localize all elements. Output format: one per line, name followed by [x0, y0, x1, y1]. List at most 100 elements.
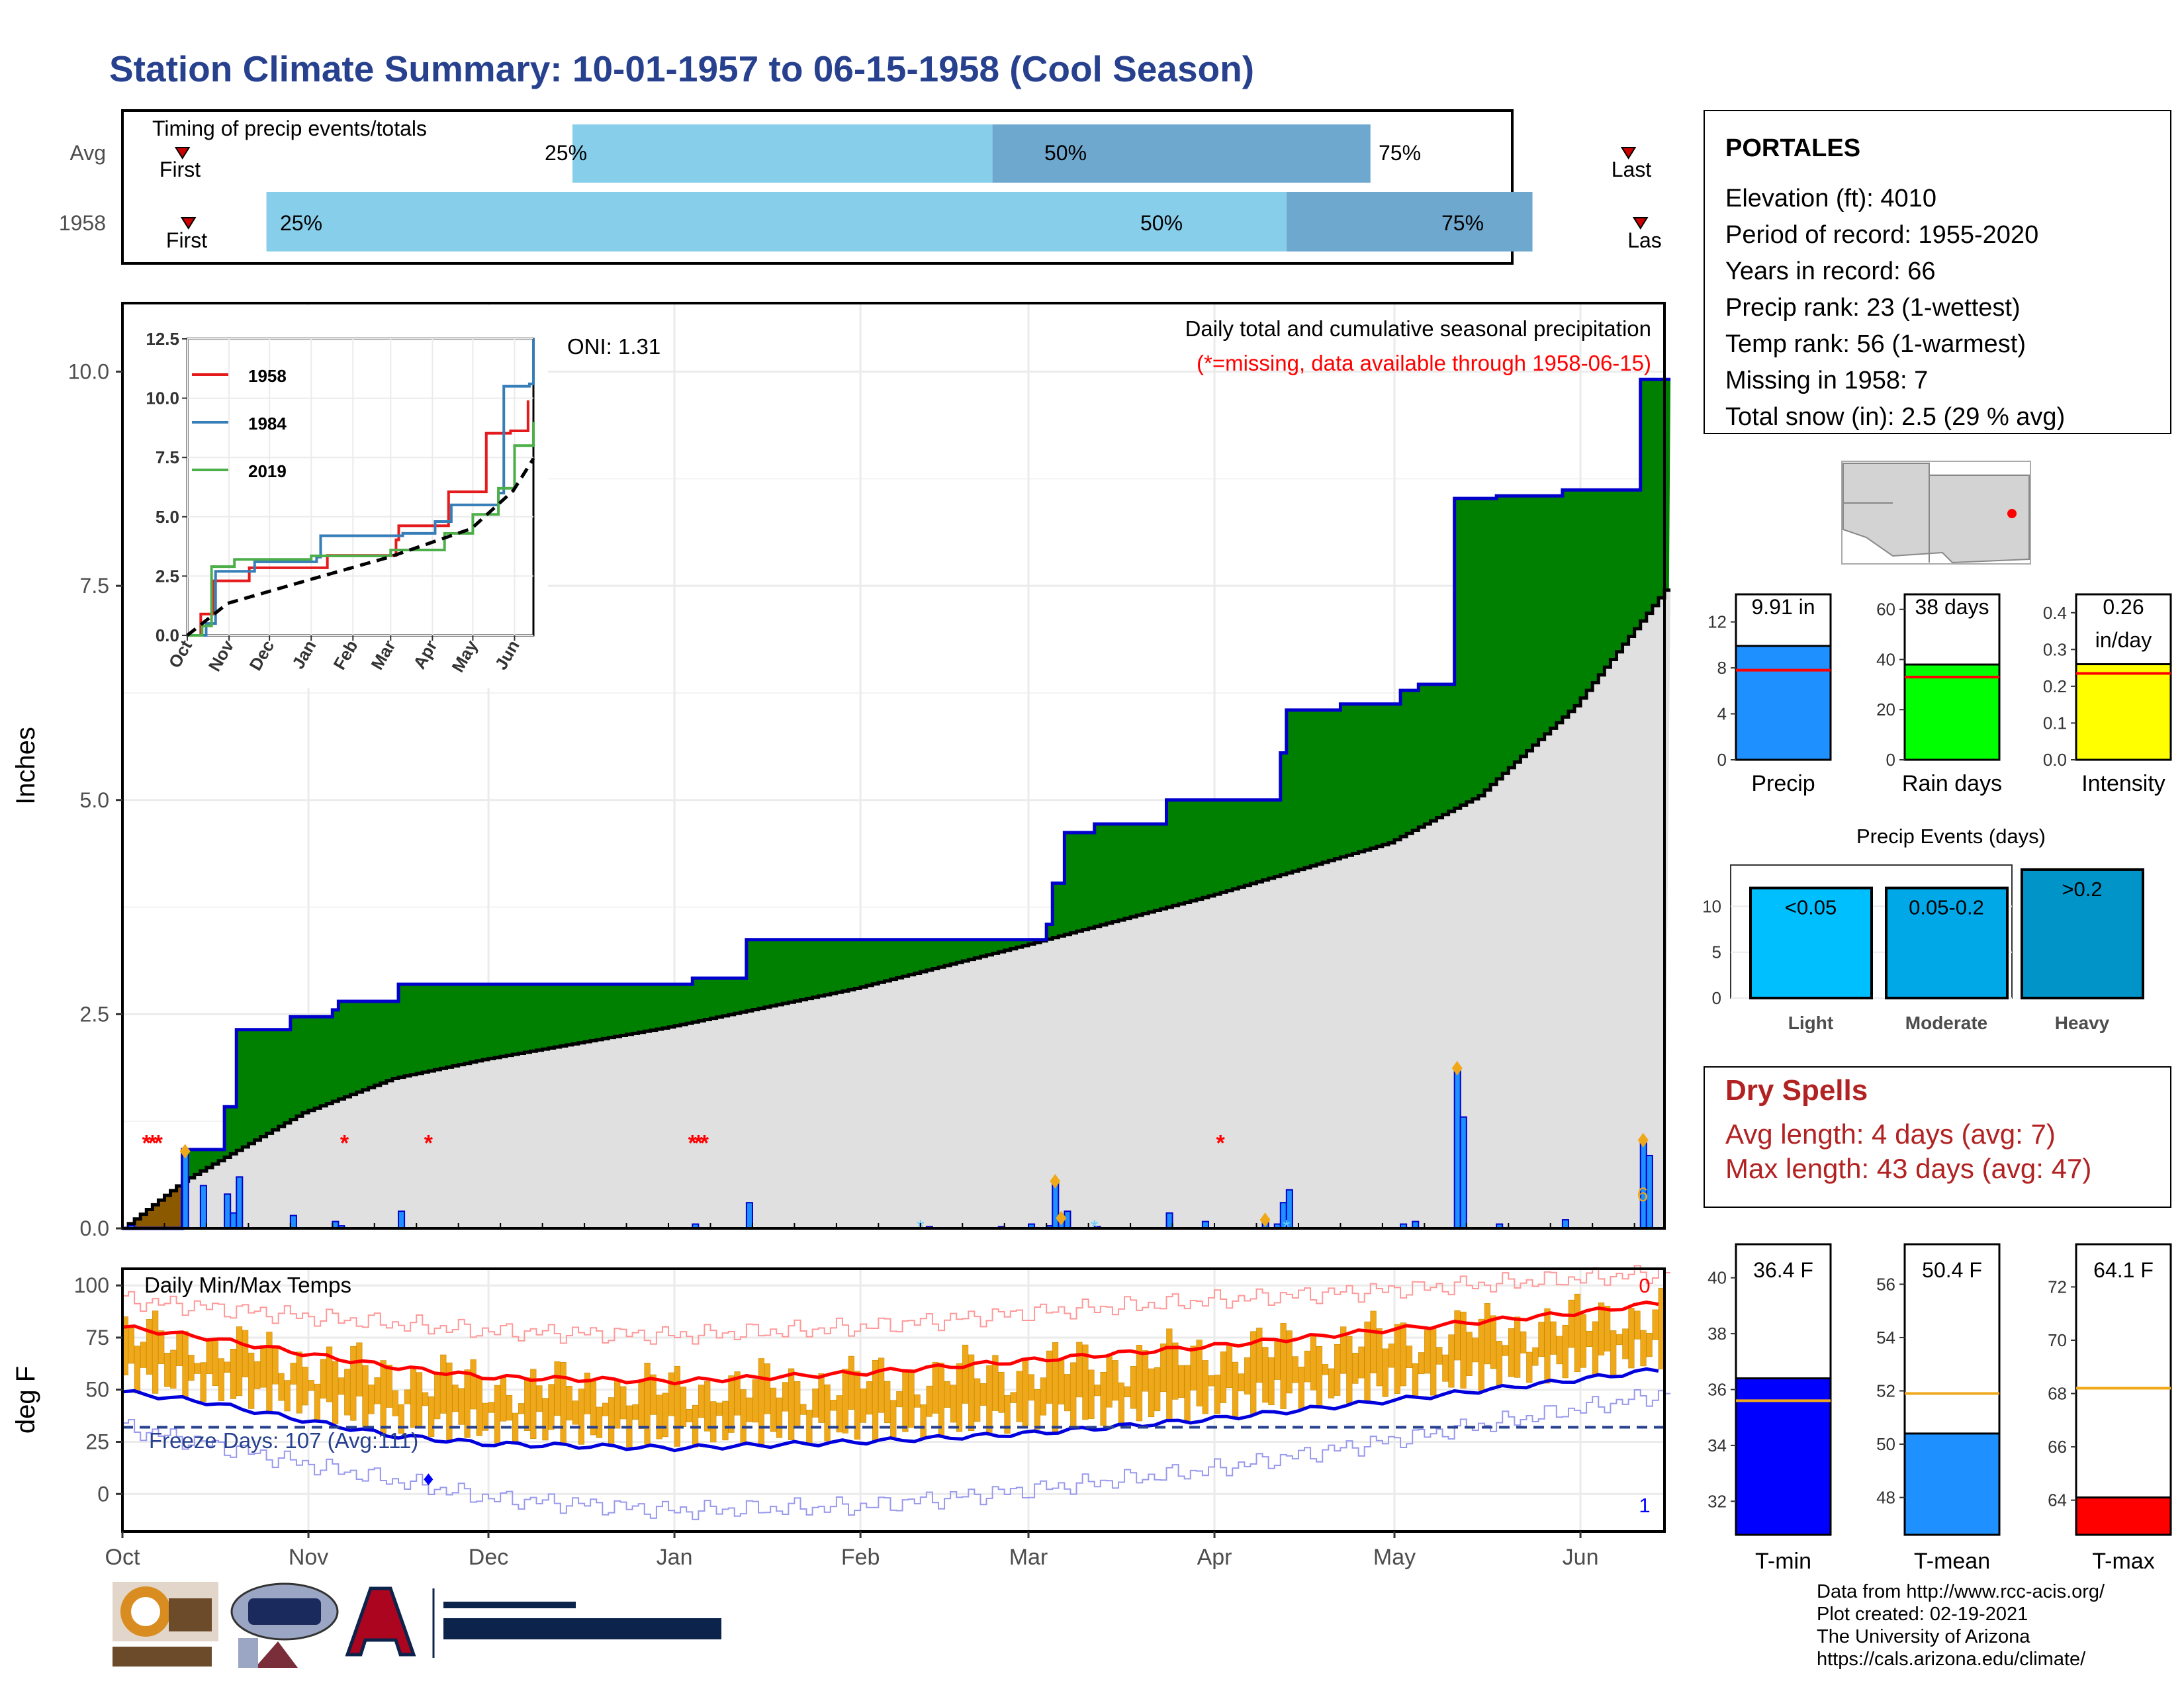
daily-temp-bar [1616, 1334, 1623, 1346]
dry-spells-max: Max length: 43 days (avg: 47) [1725, 1153, 2091, 1184]
daily-temp-bar [572, 1400, 578, 1425]
dry-spells-avg: Avg length: 4 days (avg: 7) [1725, 1119, 2056, 1150]
daily-temp-bar [1028, 1374, 1034, 1401]
daily-precip-bar [199, 1185, 207, 1230]
daily-temp-bar [500, 1377, 507, 1422]
timing-rows [174, 124, 1649, 251]
daily-temp-bar [356, 1342, 363, 1396]
daily-temp-bar [1082, 1344, 1089, 1420]
temp-ytick-label-small: 64 [2048, 1490, 2067, 1510]
daily-temp-bar [704, 1381, 711, 1432]
temp-ytick-label-small: 72 [2048, 1277, 2067, 1297]
mini-ytick-label: 40 [1876, 649, 1895, 669]
daily-precip-bar [1453, 1067, 1461, 1229]
daily-temp-bar [740, 1389, 747, 1445]
climas-logo [113, 1582, 218, 1667]
daily-temp-bar [1340, 1326, 1347, 1374]
missing-day-marker: * [154, 1131, 163, 1156]
daily-temp-bar [278, 1373, 285, 1401]
daily-temp-bar [308, 1380, 314, 1391]
daily-temp-bar [368, 1385, 375, 1414]
timing-marker-icon [1632, 217, 1649, 230]
month-tick-label: Oct [105, 1545, 140, 1570]
daily-temp-bar [1604, 1305, 1611, 1351]
events-bar-heavy [2021, 868, 2144, 999]
events-category-label: Heavy [2055, 1013, 2110, 1033]
inset-average-line [186, 457, 535, 637]
daily-temp-bar [686, 1409, 693, 1422]
credit-line-2: Plot created: 02-19-2021 [1817, 1604, 2028, 1625]
daily-precip-bar [230, 1212, 238, 1229]
daily-temp-bar [296, 1351, 302, 1414]
daily-temp-bar [1274, 1342, 1281, 1380]
events-bar-label: 0.05-0.2 [1909, 896, 1984, 919]
daily-temp-bar [602, 1402, 609, 1416]
daily-temp-bar [1172, 1342, 1179, 1400]
daily-temp-bar [578, 1389, 584, 1445]
daily-temp-bar [392, 1390, 398, 1416]
daily-temp-bar [1448, 1334, 1455, 1388]
daily-temp-bar [1346, 1336, 1353, 1404]
daily-temp-bar [1004, 1395, 1011, 1434]
logo-strip [106, 1575, 768, 1674]
daily-temp-bar [266, 1332, 273, 1414]
daily-temp-bar [146, 1319, 153, 1375]
missing-day-marker: * [1216, 1131, 1225, 1156]
events-bar-moderate [1885, 886, 2009, 999]
temp-caption: Daily Min/Max Temps [144, 1273, 351, 1297]
station-snow: Total snow (in): 2.5 (29 % avg) [1725, 403, 2065, 431]
inset-legend-2019: 2019 [248, 461, 287, 481]
daily-temp-bar [854, 1371, 860, 1440]
daily-temp-bar [188, 1355, 195, 1381]
daily-temp-bar [1052, 1342, 1059, 1432]
temp-ytick-label-small: 56 [1876, 1274, 1895, 1294]
daily-temp-bar [728, 1375, 735, 1433]
daily-temp-bar [1526, 1351, 1533, 1383]
cumulative-1958-line [122, 377, 1671, 1230]
daily-temp-bar [638, 1379, 645, 1429]
daily-temp-bar [1442, 1354, 1449, 1382]
record-low-line [122, 1389, 1671, 1520]
inset-legend-1984: 1984 [248, 414, 287, 434]
cumulative-average-area [122, 590, 1671, 1228]
daily-temp-bar [776, 1397, 783, 1438]
daily-temp-bar [1568, 1299, 1574, 1348]
daily-temp-bar [1352, 1353, 1359, 1384]
daily-temp-bar [158, 1330, 165, 1364]
daily-temp-bar [824, 1384, 831, 1441]
daily-temp-bar [398, 1404, 404, 1434]
daily-temp-bar [326, 1346, 333, 1402]
inset-line-1958 [187, 400, 529, 637]
daily-precip-bar [236, 1176, 244, 1230]
mini-bar-value-label: 38 days [1915, 595, 1989, 619]
daily-temp-bar [1430, 1328, 1437, 1396]
timing-first-1958: First [166, 228, 207, 252]
mini-ytick-label: 0.0 [2043, 750, 2067, 770]
daily-temp-bar [1202, 1360, 1208, 1414]
daily-temp-bar [1574, 1293, 1580, 1373]
daily-temp-bar [632, 1404, 639, 1420]
daily-temp-bar [764, 1363, 770, 1414]
record-max-count: 0 [1639, 1274, 1650, 1297]
daily-temp-bar [1376, 1328, 1383, 1387]
temp-plot [122, 1265, 1671, 1520]
temp-ytick-label-small: 52 [1876, 1381, 1895, 1401]
daily-temp-bar [818, 1373, 825, 1423]
month-tick-label: Mar [1009, 1545, 1048, 1570]
daily-temp-bar [1394, 1324, 1400, 1394]
daily-temp-bar [1334, 1344, 1341, 1396]
main-ytick-label: 10.0 [68, 360, 109, 384]
inset-legend-1958: 1958 [248, 366, 287, 386]
daily-temp-bar [464, 1369, 471, 1438]
daily-temp-bar [902, 1371, 909, 1432]
daily-temp-bar [668, 1372, 674, 1416]
daily-temp-bar [860, 1389, 867, 1423]
mini-ytick-label: 0.1 [2043, 713, 2067, 733]
timing-panel: Timing of precip events/totals Avg 1958 … [59, 109, 1662, 265]
credits-block: Data from http://www.rcc-acis.org/ Plot … [1817, 1580, 2105, 1670]
daily-temp-bar [758, 1358, 764, 1445]
daily-temp-bar [710, 1401, 717, 1443]
university-of-arizona-logo [345, 1586, 721, 1658]
daily-temp-bar [896, 1391, 903, 1408]
